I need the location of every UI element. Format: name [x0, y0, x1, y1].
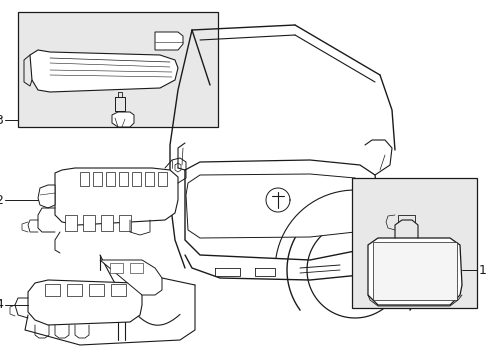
Text: 4: 4	[0, 298, 3, 311]
Polygon shape	[55, 168, 178, 225]
Bar	[106, 172, 115, 186]
Polygon shape	[185, 174, 369, 238]
Bar	[65, 215, 77, 231]
Bar	[83, 215, 95, 231]
Bar	[93, 172, 102, 186]
Bar	[119, 172, 128, 186]
Text: 1: 1	[478, 264, 486, 276]
Bar	[80, 172, 89, 186]
Polygon shape	[100, 260, 162, 295]
Bar	[372, 242, 456, 300]
Bar	[119, 215, 131, 231]
Polygon shape	[30, 50, 178, 92]
Bar	[158, 172, 167, 186]
Bar	[132, 172, 141, 186]
Bar	[67, 284, 82, 296]
Polygon shape	[155, 32, 183, 50]
Text: 3: 3	[0, 113, 3, 126]
Polygon shape	[38, 185, 55, 208]
Bar	[111, 284, 126, 296]
Bar	[18, 12, 218, 127]
Bar	[101, 215, 113, 231]
Polygon shape	[112, 112, 134, 127]
Bar	[130, 263, 142, 273]
Bar	[110, 263, 123, 273]
Bar	[89, 284, 104, 296]
Polygon shape	[28, 280, 142, 325]
Bar	[145, 172, 154, 186]
Polygon shape	[367, 238, 461, 305]
Bar	[351, 178, 476, 308]
Bar	[45, 284, 60, 296]
Text: 2: 2	[0, 194, 3, 207]
